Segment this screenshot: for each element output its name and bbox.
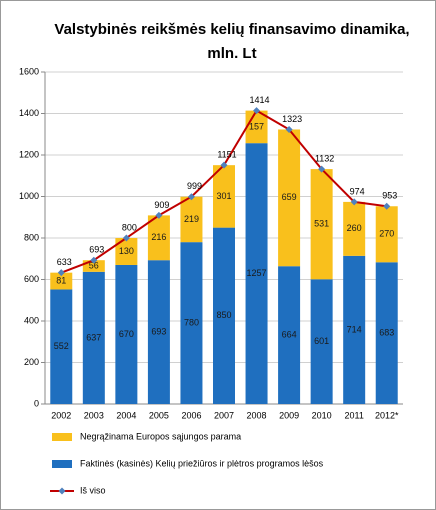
bar-segment: [375, 262, 398, 404]
total-label: 953: [382, 191, 397, 201]
y-tick-label: 200: [24, 357, 39, 367]
bar-segment: [147, 260, 170, 404]
bar-segment: [375, 206, 398, 263]
segment-label: 780: [184, 317, 199, 327]
x-tick-label: 2012*: [375, 410, 399, 420]
total-label: 693: [89, 245, 104, 255]
bar-segment: [115, 264, 138, 404]
legend-swatch: [52, 460, 72, 468]
total-label: 1414: [250, 95, 270, 105]
bar-segment: [213, 165, 235, 228]
segment-label: 270: [379, 229, 394, 239]
segment-label: 664: [282, 329, 297, 339]
segment-label: 850: [216, 310, 231, 320]
bar-segment: [213, 227, 235, 404]
legend-marker: [58, 487, 66, 495]
point-marker: [57, 269, 65, 277]
total-label: 1323: [282, 114, 302, 124]
legend-label: Negrąžinama Europos sąjungos parama: [80, 431, 241, 441]
bar-segment: [343, 255, 366, 404]
y-tick-label: 600: [24, 274, 39, 284]
y-tick-label: 400: [24, 315, 39, 325]
y-tick-label: 1200: [19, 149, 39, 159]
bar-segment: [278, 266, 301, 404]
bar-segment: [310, 169, 333, 280]
bar-segment: [310, 279, 333, 404]
legend-label: Iš viso: [80, 485, 106, 495]
x-tick-label: 2002: [51, 410, 71, 420]
segment-label: 531: [314, 219, 329, 229]
total-label: 1132: [315, 153, 334, 163]
bar-segment: [278, 129, 301, 267]
segment-label: 659: [282, 192, 297, 202]
total-label: 909: [154, 200, 169, 210]
x-tick-label: 2004: [116, 410, 136, 420]
x-tick-label: 2007: [214, 410, 234, 420]
bar-segment: [50, 272, 73, 290]
segment-label: 670: [119, 329, 134, 339]
chart-title: Valstybinės reikšmės kelių finansavimo d…: [54, 21, 409, 38]
segment-label: 157: [249, 121, 264, 131]
y-tick-label: 1000: [19, 191, 39, 201]
segment-label: 219: [184, 214, 199, 224]
y-tick-label: 1600: [19, 66, 39, 76]
y-tick-label: 1400: [19, 108, 39, 118]
total-label: 633: [57, 257, 72, 267]
y-tick-label: 800: [24, 232, 39, 242]
point-marker: [155, 211, 163, 219]
total-label: 800: [122, 222, 137, 232]
bar-segment: [50, 289, 73, 404]
x-tick-label: 2010: [312, 410, 332, 420]
x-tick-label: 2003: [84, 410, 104, 420]
point-marker: [285, 125, 293, 133]
point-marker: [350, 198, 358, 206]
x-tick-label: 2011: [345, 410, 364, 420]
legend-label: Faktinės (kasinės) Kelių priežiūros ir p…: [80, 458, 324, 468]
segment-label: 714: [347, 324, 362, 334]
total-label: 1151: [217, 150, 236, 160]
segment-label: 301: [216, 191, 231, 201]
segment-label: 1257: [247, 268, 267, 278]
segment-label: 81: [56, 275, 66, 285]
segment-label: 693: [151, 326, 166, 336]
bar-segment: [245, 143, 268, 405]
segment-label: 260: [347, 223, 362, 233]
point-marker: [253, 107, 261, 115]
point-marker: [90, 256, 98, 264]
chart-title: mln. Lt: [207, 45, 256, 62]
point-marker: [383, 202, 391, 210]
bar-segment: [82, 260, 105, 272]
x-tick-label: 2006: [181, 410, 201, 420]
segment-label: 683: [379, 328, 394, 338]
bar-segment: [147, 215, 170, 261]
x-tick-label: 2009: [279, 410, 299, 420]
total-label: 999: [187, 181, 202, 191]
total-label: 974: [350, 186, 365, 196]
segment-label: 216: [151, 232, 166, 242]
segment-label: 130: [119, 246, 134, 256]
segment-label: 601: [314, 336, 329, 346]
point-marker: [187, 193, 195, 201]
bar-segment: [180, 196, 203, 243]
bar-segment: [343, 201, 366, 256]
bar-segment: [82, 271, 105, 404]
point-marker: [122, 234, 130, 242]
bar-segment: [180, 242, 203, 404]
segment-label: 56: [89, 260, 99, 270]
segment-label: 552: [54, 341, 69, 351]
legend-swatch: [52, 433, 72, 441]
point-marker: [220, 161, 228, 169]
x-tick-label: 2008: [247, 410, 267, 420]
segment-label: 637: [86, 332, 101, 342]
x-tick-label: 2005: [149, 410, 169, 420]
bar-segment: [115, 238, 138, 265]
point-marker: [318, 165, 326, 173]
y-tick-label: 0: [34, 398, 39, 408]
